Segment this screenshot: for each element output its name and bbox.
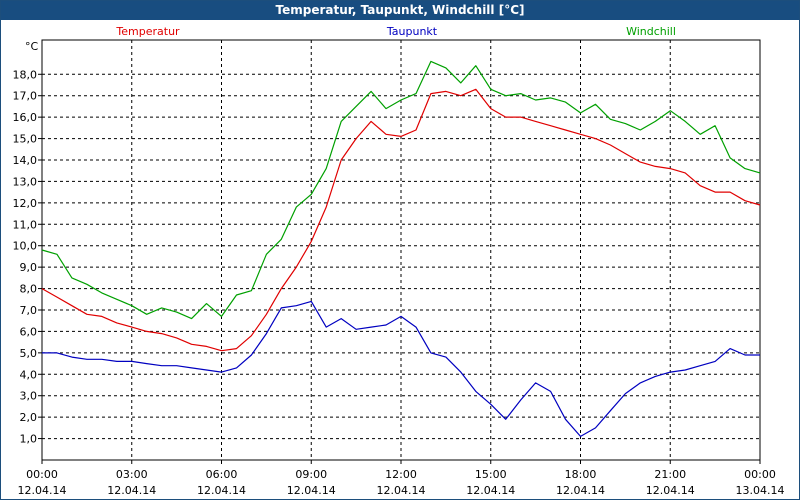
chart-title: Temperatur, Taupunkt, Windchill [°C] [1,1,799,20]
series-line-temperatur [41,88,761,352]
x-tick-date: 12.04.14 [287,484,336,497]
y-tick-label: 6,0 [20,325,38,338]
y-axis-unit: °C [25,40,39,53]
x-tick-time: 12:00 [385,468,417,481]
y-tick-label: 5,0 [20,347,38,360]
y-tick-label: 7,0 [20,304,38,317]
y-tick-label: 2,0 [20,411,38,424]
x-tick-time: 09:00 [295,468,327,481]
y-tick-label: 3,0 [20,390,38,403]
legend-windchill: Windchill [626,25,676,38]
grid-lines [42,40,760,460]
y-tick-label: 14,0 [13,154,38,167]
y-tick-label: 12,0 [13,197,38,210]
x-axis-ticks: 00:00 12.04.14 03:00 12.04.14 06:00 12.04.14 0… [18,460,785,497]
series-line-windchill [41,60,761,320]
y-tick-label: 9,0 [20,261,38,274]
x-tick-date: 12.04.14 [646,484,695,497]
y-tick-label: 13,0 [13,175,38,188]
y-tick-label: 10,0 [13,240,38,253]
x-tick-time: 00:00 [744,468,776,481]
y-tick-label: 1,0 [20,433,38,446]
x-tick-date: 12.04.14 [197,484,246,497]
y-tick-label: 18,0 [13,68,38,81]
legend-temperatur: Temperatur [115,25,180,38]
y-tick-label: 16,0 [13,111,38,124]
x-tick-time: 06:00 [206,468,238,481]
series-lines [41,60,761,437]
y-tick-label: 8,0 [20,283,38,296]
y-axis-ticks: 1,0 2,0 3,0 4,0 5,0 6,0 7,0 8,0 9,0 10,0 11,0 12,0 1… [13,68,42,446]
y-tick-label: 4,0 [20,368,38,381]
x-tick-time: 15:00 [475,468,507,481]
x-tick-date: 12.04.14 [466,484,515,497]
x-tick-date: 12.04.14 [107,484,156,497]
legend: Temperatur Taupunkt Windchill [115,25,676,38]
x-tick-date: 12.04.14 [556,484,605,497]
y-tick-label: 17,0 [13,90,38,103]
x-tick-time: 03:00 [116,468,148,481]
series-line-taupunkt [42,300,760,437]
x-tick-date: 12.04.14 [377,484,426,497]
x-tick-time: 00:00 [26,468,58,481]
x-tick-time: 21:00 [654,468,686,481]
x-tick-date: 13.04.14 [736,484,785,497]
y-tick-label: 11,0 [13,218,38,231]
x-tick-date: 12.04.14 [18,484,67,497]
x-tick-time: 18:00 [565,468,597,481]
legend-taupunkt: Taupunkt [386,25,438,38]
y-tick-label: 15,0 [13,133,38,146]
